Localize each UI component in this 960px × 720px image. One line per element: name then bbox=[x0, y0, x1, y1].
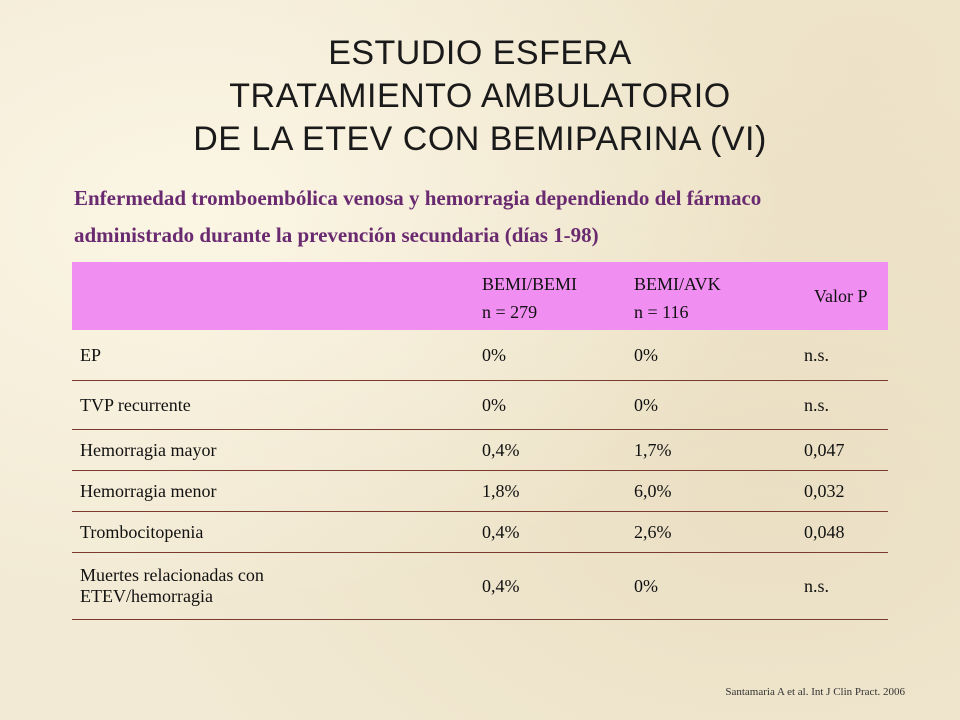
title-line-2: TRATAMIENTO AMBULATORIO bbox=[229, 77, 731, 115]
title-line-1: ESTUDIO ESFERA bbox=[328, 34, 632, 72]
subtitle-line-1: Enfermedad tromboembólica venosa y hemor… bbox=[74, 186, 762, 210]
row-label: Hemorragia menor bbox=[72, 470, 470, 512]
header-bemi-bemi-label: BEMI/BEMI bbox=[482, 274, 578, 294]
row-label: Muertes relacionadas con ETEV/hemorragia bbox=[72, 552, 470, 620]
cell-bemi-avk: 0% bbox=[634, 344, 658, 365]
header-bemi-avk-n: n = 116 bbox=[634, 302, 689, 322]
row-label-line-1: Muertes relacionadas con bbox=[80, 565, 264, 585]
row-label: TVP recurrente bbox=[72, 380, 470, 430]
cell-bemi-avk: 0% bbox=[622, 552, 794, 620]
cell-valor-p: n.s. bbox=[794, 552, 888, 620]
header-bemi-avk: BEMI/AVK n = 116 bbox=[622, 262, 794, 330]
cell-bemi-avk: 2,6% bbox=[622, 511, 794, 553]
citation: Santamaria A et al. Int J Clin Pract. 20… bbox=[725, 686, 905, 698]
subtitle-line-2: administrado durante la prevención secun… bbox=[74, 223, 599, 247]
results-table: BEMI/BEMI n = 279 BEMI/AVK n = 116 Valor… bbox=[72, 262, 888, 620]
header-bemi-bemi-n: n = 279 bbox=[482, 302, 538, 322]
cell-bemi-avk: 0% bbox=[622, 380, 794, 430]
header-empty-cell bbox=[72, 262, 470, 330]
row-label-line-2: ETEV/hemorragia bbox=[80, 586, 213, 606]
header-valor-p: Valor P bbox=[814, 285, 868, 306]
cell-bemi-bemi: 0% bbox=[482, 344, 506, 365]
slide-subtitle: Enfermedad tromboembólica venosa y hemor… bbox=[74, 180, 934, 254]
cell-valor-p: 0,032 bbox=[794, 470, 888, 512]
row-label: Hemorragia mayor bbox=[72, 429, 470, 471]
header-bemi-bemi: BEMI/BEMI n = 279 bbox=[470, 262, 622, 330]
table-row: Hemorragia mayor 0,4% 1,7% 0,047 bbox=[72, 429, 888, 471]
table-row: EP 0% 0% n.s. bbox=[72, 330, 888, 381]
table-row: Hemorragia menor 1,8% 6,0% 0,032 bbox=[72, 470, 888, 512]
row-label: Trombocitopenia bbox=[72, 511, 470, 553]
cell-valor-p: 0,047 bbox=[794, 429, 888, 471]
cell-bemi-bemi: 0,4% bbox=[470, 511, 622, 553]
cell-bemi-avk: 6,0% bbox=[622, 470, 794, 512]
table-row: TVP recurrente 0% 0% n.s. bbox=[72, 380, 888, 430]
cell-valor-p: n.s. bbox=[804, 344, 830, 365]
row-label: EP bbox=[80, 344, 102, 365]
title-line-3: DE LA ETEV CON BEMIPARINA (VI) bbox=[193, 120, 767, 158]
cell-bemi-bemi: 1,8% bbox=[470, 470, 622, 512]
cell-bemi-avk: 1,7% bbox=[622, 429, 794, 471]
cell-bemi-bemi: 0,4% bbox=[470, 429, 622, 471]
table-row: Trombocitopenia 0,4% 2,6% 0,048 bbox=[72, 511, 888, 553]
cell-bemi-bemi: 0,4% bbox=[470, 552, 622, 620]
table-header-row: BEMI/BEMI n = 279 BEMI/AVK n = 116 Valor… bbox=[72, 262, 888, 330]
cell-valor-p: n.s. bbox=[794, 380, 888, 430]
table-row: Muertes relacionadas con ETEV/hemorragia… bbox=[72, 552, 888, 620]
cell-valor-p: 0,048 bbox=[794, 511, 888, 553]
header-bemi-avk-label: BEMI/AVK bbox=[634, 274, 721, 294]
cell-bemi-bemi: 0% bbox=[470, 380, 622, 430]
slide-title: ESTUDIO ESFERA TRATAMIENTO AMBULATORIO D… bbox=[0, 32, 960, 161]
